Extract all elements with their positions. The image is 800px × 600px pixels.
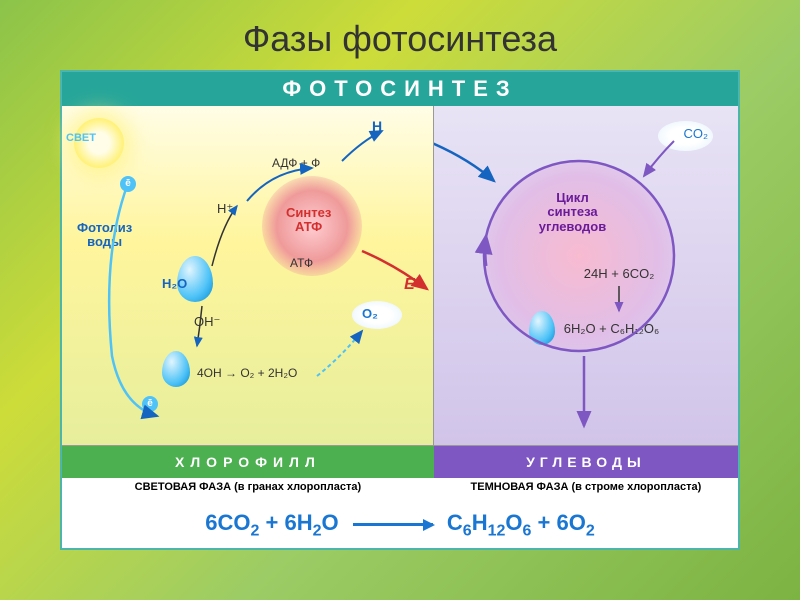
light-label: СВЕТ xyxy=(66,132,96,144)
page-title: Фазы фотосинтеза xyxy=(0,0,800,70)
h2o-label: H₂O xyxy=(162,276,187,291)
atp-label: АТФ xyxy=(290,256,313,270)
atp-synth-label: Синтез АТФ xyxy=(286,206,331,235)
light-phase-region: СВЕТ ē ē Фотолиз воды H₂O H⁺ OH⁻ 4OH → O… xyxy=(62,106,434,445)
electron-icon: ē xyxy=(120,176,136,192)
oh-label: OH⁻ xyxy=(194,314,220,330)
photosynthesis-diagram: ФОТОСИНТЕЗ СВЕТ ē ē Фотолиз воды H₂O H⁺ … xyxy=(60,70,740,550)
phase-sublabels: СВЕТОВАЯ ФАЗА (в гранах хлоропласта) ТЕМ… xyxy=(62,478,738,500)
dark-phase-region: CO₂ Цикл синтеза углеводов 24H + 6CO₂ 6H… xyxy=(434,106,738,445)
electron-icon: ē xyxy=(142,396,158,412)
co2-label: CO₂ xyxy=(683,126,708,141)
photolysis-label: Фотолиз воды xyxy=(77,221,132,250)
carbs-bar: УГЛЕВОДЫ xyxy=(434,446,738,478)
hplus-label: H⁺ xyxy=(217,201,233,217)
water-drop-icon xyxy=(529,311,555,345)
h-label: H xyxy=(372,118,382,134)
reaction-24h: 24H + 6CO₂ xyxy=(584,266,654,281)
energy-label: E xyxy=(404,276,415,294)
diagram-header: ФОТОСИНТЕЗ xyxy=(62,72,738,106)
dark-phase-sublabel: ТЕМНОВАЯ ФАЗА (в строме хлоропласта) xyxy=(434,478,738,500)
chlorophyll-bar: ХЛОРОФИЛЛ xyxy=(62,446,434,478)
cycle-label: Цикл синтеза углеводов xyxy=(539,191,606,234)
reaction-4oh: 4OH → O₂ + 2H₂O xyxy=(197,366,297,380)
arrow-icon xyxy=(353,523,433,526)
reaction-glucose: 6H₂O + C₆H₁₂O₆ xyxy=(564,321,659,336)
phase-bar: ХЛОРОФИЛЛ УГЛЕВОДЫ xyxy=(62,446,738,478)
light-phase-sublabel: СВЕТОВАЯ ФАЗА (в гранах хлоропласта) xyxy=(62,478,434,500)
overall-equation: 6CO2 + 6H2O C6H12O6 + 6O2 xyxy=(62,500,738,550)
o2-label: O₂ xyxy=(362,306,378,321)
adp-label: АДФ + Ф xyxy=(272,156,320,170)
water-drop-icon xyxy=(162,351,190,387)
phases-row: СВЕТ ē ē Фотолиз воды H₂O H⁺ OH⁻ 4OH → O… xyxy=(62,106,738,446)
